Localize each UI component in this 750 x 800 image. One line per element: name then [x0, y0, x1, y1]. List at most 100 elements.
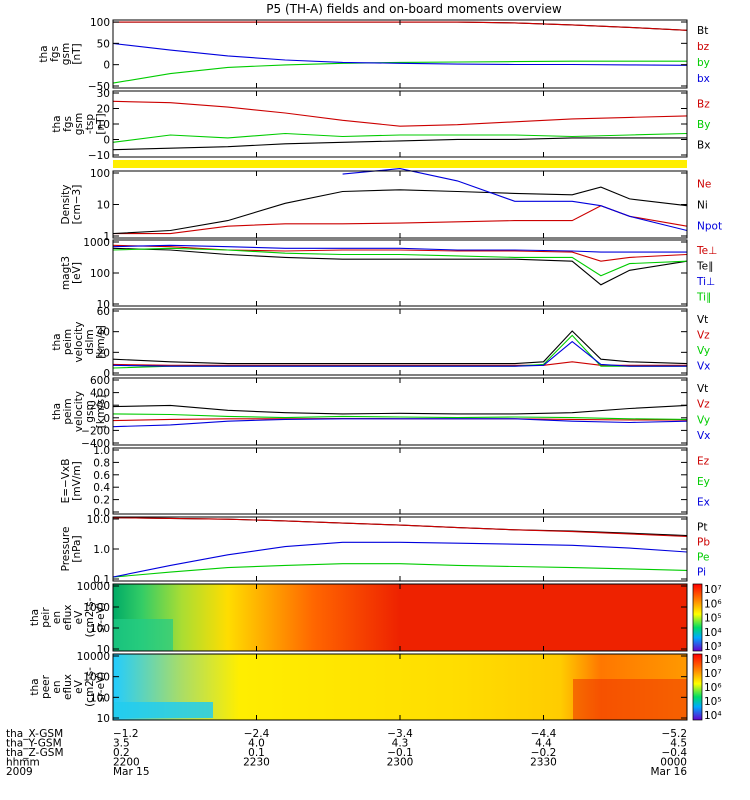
y-axis-label: peim: [62, 329, 74, 355]
footer-value: −1.2: [113, 728, 139, 740]
y-axis-label: tha: [51, 115, 63, 132]
colorbar-tick: 10⁴: [704, 627, 722, 639]
y-tick-label: 40: [97, 327, 110, 339]
panel-peer: 10⁸ 10⁷ 10⁶ 10⁵ 10⁴ 10000 1000 100 10 tha peer en ef…: [29, 651, 722, 725]
footer-value: −5.2: [662, 728, 688, 740]
y-axis-label: [eV]: [71, 262, 83, 284]
footer-value: −0.4: [662, 747, 688, 759]
y-axis-label: [cm−3]: [71, 185, 83, 225]
y-axis-label: eV: [73, 679, 85, 693]
footer-value: 3.5: [113, 738, 130, 750]
y-tick-label: 10000: [77, 581, 110, 593]
series-pressure-Pb: [112, 517, 688, 538]
y-axis-label: tha: [29, 678, 41, 695]
y-tick-label: 0: [103, 135, 110, 147]
panel-frame: [112, 447, 688, 515]
series-velocity-dsl-Vt: [112, 330, 688, 365]
spectrogram-band: [113, 619, 173, 651]
y-tick-label: 0.2: [93, 495, 110, 507]
y-tick-label: −10: [88, 150, 110, 162]
y-tick-label: 10000: [77, 651, 110, 663]
footer-row-label: hhmm: [6, 757, 40, 769]
series-fgs-gse-Bx: [112, 137, 687, 151]
footer-value: Mar 16: [650, 766, 687, 778]
panel-fgs-gse: Bz By Bx 30 20 10 0 −10 tha fgs gsm -tsp [nT]: [51, 88, 710, 162]
y-axis-label: [km/s]: [95, 325, 107, 359]
legend-entry: By: [697, 119, 710, 131]
panel-velocity-dsl: Vt Vz Vy Vx 60 40 20 0 tha peim velocity dslm [km/s]: [51, 306, 710, 380]
y-axis-label: tha: [51, 333, 63, 350]
y-tick-label: 200: [90, 400, 110, 412]
y-tick-label: 1.0: [93, 445, 110, 457]
legend-entry: Ti∥: [696, 291, 711, 303]
y-axis-label: Density: [60, 185, 72, 225]
y-tick-label: 600: [90, 375, 110, 387]
y-tick-label: 0.1: [93, 574, 110, 586]
series-velocity-gsm-Vt: [112, 404, 688, 415]
y-axis-label: eV: [73, 610, 85, 624]
y-tick-label: 60: [97, 306, 110, 318]
legend-entry: Pi: [697, 567, 706, 579]
series-density-Ne: [113, 205, 688, 235]
y-tick-label: 100: [90, 623, 110, 635]
panel-pressure: Pt Pb Pe Pi 10.0 1.0 0.1 Pressure [nPa]: [60, 514, 710, 586]
footer-row-label: tha_Z-GSM: [6, 747, 64, 759]
legend-entry: Vz: [697, 399, 710, 411]
y-axis-label: (cm2-s-: [84, 667, 96, 707]
footer-value: 0.2: [113, 747, 130, 759]
y-axis-label: peim: [62, 398, 74, 424]
y-axis-label: eflux: [62, 605, 74, 631]
y-tick-label: 1000: [83, 672, 110, 684]
y-tick-label: 400: [90, 388, 110, 400]
y-axis-label: tha: [38, 45, 50, 62]
footer-row-label: tha_Y-GSM: [6, 738, 62, 750]
y-tick-label: 0: [103, 368, 110, 380]
y-tick-label: 0.8: [93, 457, 110, 469]
footer-value: −2.4: [244, 728, 270, 740]
legend-entry: Vx: [697, 360, 710, 372]
y-axis-label: Pressure: [60, 527, 72, 572]
panel-density: Ne Ni Npot 100 10 1 Density [cm−3]: [60, 168, 722, 243]
colorbar: [692, 583, 703, 652]
y-axis-label: en: [51, 680, 63, 693]
footer-value: −0.1: [387, 747, 413, 759]
footer-value: −4.4: [531, 728, 557, 740]
legend-entry: Bx: [697, 140, 710, 152]
colorbar-tick: 10⁷: [704, 668, 722, 680]
spectrogram: [113, 584, 687, 651]
footer-value: 2200: [113, 757, 140, 769]
y-tick-label: −400: [81, 438, 110, 450]
y-tick-label: 20: [97, 347, 110, 359]
legend-entry: bx: [697, 73, 710, 85]
y-tick-label: −50: [88, 81, 110, 93]
y-axis-label: tha: [29, 609, 41, 626]
legend-entry: by: [697, 57, 710, 69]
legend-entry: Ti⊥: [696, 276, 715, 288]
y-axis-label: peer: [40, 674, 52, 699]
y-axis-label: [mV/m]: [71, 461, 83, 500]
y-axis-label: gsm: [73, 113, 85, 135]
colorbar-tick: 10⁶: [704, 598, 722, 610]
legend-entry: Te∥: [696, 260, 713, 272]
y-axis-label: sr-eV): [95, 602, 107, 633]
footer-row-label: 2009: [6, 766, 33, 778]
y-tick-label: 10.0: [87, 514, 110, 526]
footer-value: 4.3: [392, 738, 409, 750]
y-axis-label: [nT]: [95, 113, 107, 134]
y-axis-label: en: [51, 611, 63, 624]
colorbar-tick: 10⁵: [704, 696, 722, 708]
y-axis-label: [km/s]: [95, 395, 107, 429]
legend-entry: Pb: [697, 537, 710, 549]
colorbar-tick: 10⁷: [704, 584, 722, 596]
series-pressure-Pe: [112, 563, 688, 578]
y-axis-label: fgs: [49, 46, 61, 62]
legend-entry: Te⊥: [696, 245, 717, 257]
footer-value: 0.1: [248, 747, 265, 759]
y-axis-label: gsm: [60, 43, 72, 65]
y-tick-label: 0: [103, 60, 110, 72]
y-tick-label: 10: [97, 713, 110, 725]
footer-value: Mar 15: [113, 766, 150, 778]
footer-row-label: tha_X-GSM: [6, 728, 63, 740]
y-tick-label: 1.0: [93, 544, 110, 556]
